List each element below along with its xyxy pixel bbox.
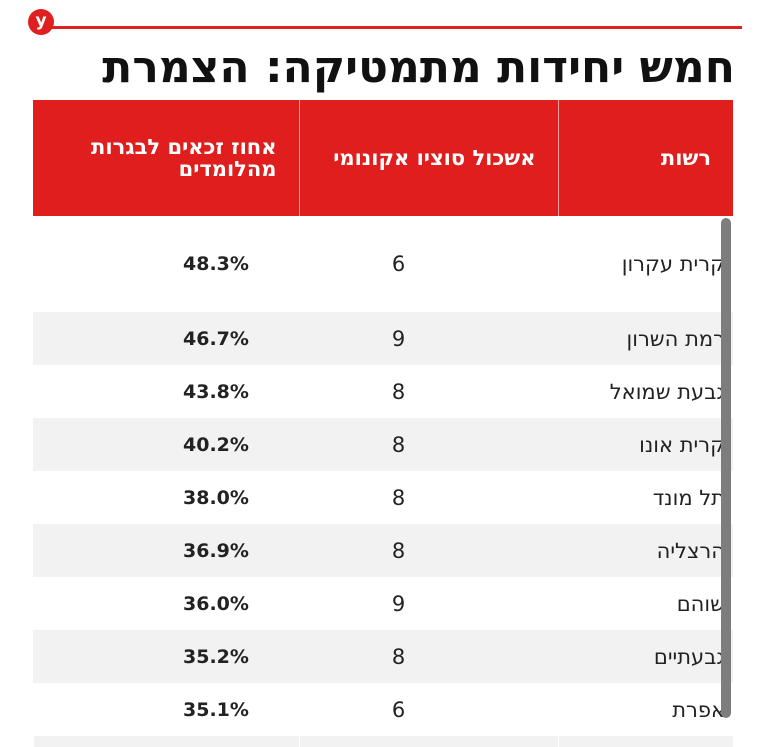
cell-name: אפרת xyxy=(672,697,725,722)
data-table-container: רשות אשכול סוציו אקונומי אחוז זכאים לבגר… xyxy=(33,100,733,747)
header-rule xyxy=(40,26,742,29)
table-row-partial xyxy=(33,736,733,747)
cell-name: קרית אונו xyxy=(558,418,733,471)
cell-cluster: 8 xyxy=(391,485,406,510)
cell-empty xyxy=(557,736,733,747)
cell-pct: 46.7% xyxy=(33,312,299,365)
table-header-row: רשות אשכול סוציו אקונומי אחוז זכאים לבגר… xyxy=(33,100,733,216)
cell-name: קרית עקרון xyxy=(621,252,725,276)
table-row: גבעת שמואל 8 43.8% xyxy=(33,365,733,418)
vertical-scrollbar[interactable] xyxy=(721,218,731,718)
cell-pct: 36.0% xyxy=(183,592,249,615)
column-header-cluster: אשכול סוציו אקונומי xyxy=(298,100,558,216)
cell-cluster: 9 xyxy=(299,312,558,365)
page-title: חמש יחידות מתמטיקה: הצמרת xyxy=(102,42,735,93)
table-row: הרצליה 8 36.9% xyxy=(33,524,733,577)
cell-pct: 43.8% xyxy=(183,380,249,403)
table-row: שוהם 9 36.0% xyxy=(33,577,733,630)
cell-empty xyxy=(298,736,558,747)
cell-cluster: 8 xyxy=(299,630,558,683)
cell-name: תל מונד xyxy=(652,485,725,510)
cell-name: רמת השרון xyxy=(558,312,733,365)
table-row: אפרת 6 35.1% xyxy=(33,683,733,736)
cell-cluster: 9 xyxy=(391,591,406,616)
cell-cluster: 6 xyxy=(391,252,406,276)
cell-pct: 35.2% xyxy=(33,630,299,683)
data-table: רשות אשכול סוציו אקונומי אחוז זכאים לבגר… xyxy=(33,100,733,747)
cell-pct: 40.2% xyxy=(33,418,299,471)
column-header-pct: אחוז זכאים לבגרות מהלומדים xyxy=(33,100,299,216)
table-row: רמת השרון 9 46.7% xyxy=(33,312,733,365)
column-header-name: רשות xyxy=(557,100,733,216)
cell-name: גבעתיים xyxy=(558,630,733,683)
cell-pct: 48.3% xyxy=(183,253,249,275)
table-row: תל מונד 8 38.0% xyxy=(33,471,733,524)
cell-cluster: 8 xyxy=(391,379,406,404)
table-row: גבעתיים 8 35.2% xyxy=(33,630,733,683)
cell-pct: 36.9% xyxy=(33,524,299,577)
cell-name: הרצליה xyxy=(558,524,733,577)
cell-name: גבעת שמואל xyxy=(609,379,725,404)
cell-cluster: 6 xyxy=(391,697,406,722)
cell-name: שוהם xyxy=(676,591,725,616)
table-row: קרית אונו 8 40.2% xyxy=(33,418,733,471)
cell-pct: 38.0% xyxy=(183,486,249,509)
table-row: קרית עקרון 6 48.3% xyxy=(33,216,733,312)
cell-pct: 35.1% xyxy=(183,698,249,721)
cell-empty xyxy=(33,736,299,747)
brand-logo[interactable]: y xyxy=(28,9,54,35)
cell-cluster: 8 xyxy=(299,524,558,577)
cell-cluster: 8 xyxy=(299,418,558,471)
